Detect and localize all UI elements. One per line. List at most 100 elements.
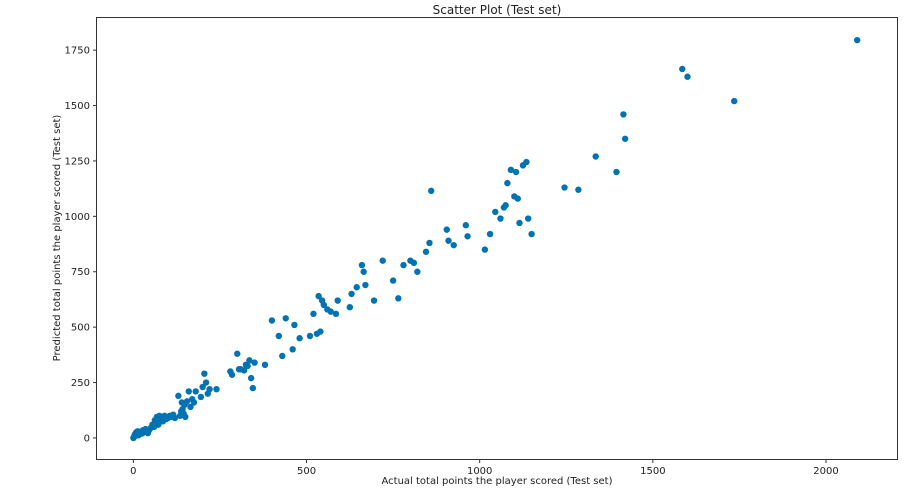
data-point: [492, 208, 499, 216]
data-point: [370, 297, 378, 304]
data-point: [315, 292, 322, 300]
data-point: [261, 361, 269, 369]
data-point: [247, 374, 255, 382]
data-point: [414, 268, 421, 275]
data-point: [185, 388, 192, 395]
data-point: [379, 257, 386, 264]
data-point: [613, 168, 620, 176]
data-point: [275, 332, 283, 340]
chart-title: Scatter Plot (Test set): [433, 3, 562, 17]
data-point: [291, 321, 298, 329]
y-tick-label: 750: [71, 267, 90, 278]
data-point: [592, 153, 599, 160]
data-point: [171, 414, 179, 422]
y-tick-label: 1500: [65, 101, 90, 112]
data-point: [282, 315, 289, 322]
data-point: [422, 248, 430, 255]
data-point: [389, 277, 397, 284]
data-point: [502, 202, 509, 209]
data-point: [684, 73, 691, 80]
data-point: [620, 111, 627, 118]
data-point: [512, 168, 520, 176]
data-point: [348, 290, 355, 298]
data-point: [443, 226, 450, 233]
x-tick-label: 500: [297, 466, 316, 477]
data-point: [426, 239, 433, 247]
data-point: [296, 335, 303, 342]
data-point: [395, 295, 402, 302]
data-point: [306, 332, 314, 340]
data-point: [199, 383, 206, 391]
data-point: [182, 413, 189, 421]
data-point: [240, 367, 248, 374]
data-point: [462, 222, 470, 229]
data-point: [228, 371, 236, 378]
data-point: [334, 297, 341, 304]
data-point: [268, 317, 276, 324]
data-point: [450, 241, 457, 249]
scatter-points: [130, 36, 861, 442]
data-point: [317, 328, 324, 335]
x-tick-label: 0: [130, 466, 136, 477]
y-tick-label: 1250: [65, 156, 90, 167]
data-point: [524, 215, 532, 222]
data-point: [523, 158, 530, 166]
data-point: [528, 230, 535, 238]
data-point: [561, 184, 568, 191]
data-point: [621, 135, 629, 142]
data-point: [360, 268, 367, 275]
data-point: [497, 215, 504, 222]
data-point: [310, 310, 317, 318]
data-point: [410, 259, 418, 267]
data-point: [279, 352, 286, 360]
x-tick-label: 1000: [467, 466, 492, 477]
data-point: [327, 308, 334, 315]
data-point: [358, 261, 366, 269]
data-point: [244, 362, 251, 370]
data-point: [731, 97, 738, 105]
y-tick-label: 250: [71, 378, 90, 389]
data-point: [346, 303, 354, 311]
plot-frame: [96, 17, 898, 460]
data-point: [197, 393, 205, 401]
data-point: [289, 346, 296, 353]
y-tick-label: 500: [71, 323, 90, 334]
y-tick-label: 1000: [65, 212, 90, 223]
x-tick-label: 2000: [813, 466, 838, 477]
data-point: [246, 357, 253, 364]
data-point: [575, 186, 582, 193]
data-point: [183, 398, 191, 405]
data-point: [202, 379, 210, 386]
data-point: [679, 65, 686, 73]
data-point: [332, 310, 340, 318]
data-point: [516, 219, 523, 227]
data-point: [249, 384, 257, 392]
data-point: [353, 284, 360, 291]
data-point: [853, 36, 861, 44]
y-axis-title: Predicted total points the player scored…: [52, 115, 63, 362]
y-axis: 0 250 500 750 1000 1250 1500 1750: [65, 46, 97, 444]
data-point: [320, 301, 328, 309]
data-point: [504, 179, 511, 187]
data-point: [362, 281, 369, 289]
data-point: [192, 388, 199, 395]
data-point: [213, 385, 220, 393]
y-tick-label: 1750: [65, 46, 90, 57]
data-point: [206, 385, 213, 393]
data-point: [486, 230, 494, 238]
data-point: [190, 399, 198, 406]
x-axis: 0 500 1000 1500 2000: [130, 459, 839, 477]
y-tick-label: 0: [84, 433, 90, 444]
data-point: [514, 195, 521, 202]
data-point: [427, 187, 435, 195]
data-point: [400, 261, 407, 269]
data-point: [234, 350, 241, 357]
data-point: [464, 233, 471, 240]
x-tick-label: 1500: [640, 466, 665, 477]
data-point: [481, 246, 489, 253]
x-axis-title: Actual total points the player scored (T…: [381, 476, 612, 487]
data-point: [251, 359, 258, 366]
data-point: [445, 237, 452, 244]
data-point: [201, 370, 208, 377]
